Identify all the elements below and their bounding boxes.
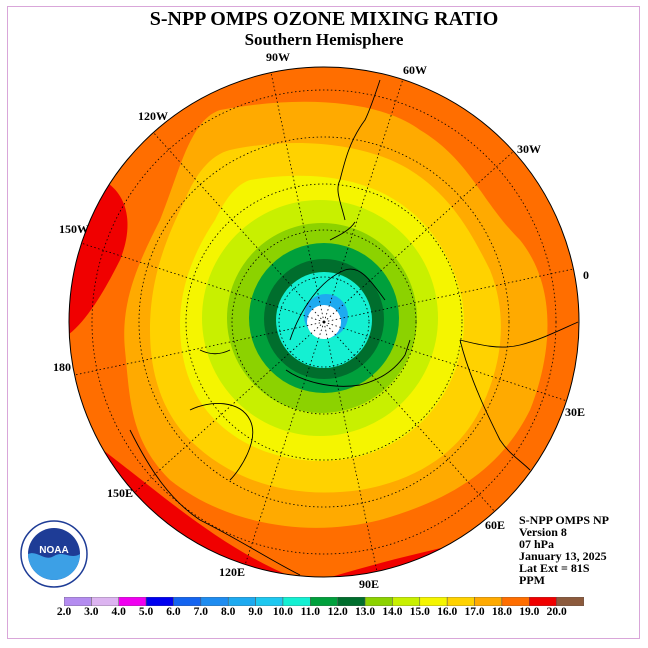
lon-label-0: 0 bbox=[583, 268, 589, 282]
colorbar-swatch bbox=[474, 597, 503, 606]
colorbar-swatch bbox=[64, 597, 92, 606]
map-subtitle: Southern Hemisphere bbox=[244, 30, 404, 49]
colorbar-tick-label: 12.0 bbox=[327, 606, 348, 618]
colorbar-swatch bbox=[392, 597, 421, 606]
map-title: S-NPP OMPS OZONE MIXING RATIO bbox=[149, 8, 499, 30]
meridian-line bbox=[130, 321, 325, 497]
lon-label-120w: 120W bbox=[138, 109, 168, 123]
colorbar-tick-label: 20.0 bbox=[546, 606, 567, 618]
colorbar-ticks: 2.0 3.0 4.0 5.0 6.0 7.0 8.0 9.0 10.0 11.0 12.0 13.0… bbox=[0, 606, 648, 620]
meridians bbox=[69, 67, 579, 577]
colorbar-swatch bbox=[364, 597, 393, 606]
colorbar-tick-label: 11.0 bbox=[300, 606, 321, 618]
info-instrument: S-NPP OMPS NP bbox=[519, 513, 609, 527]
meridian-line bbox=[323, 74, 405, 323]
colorbar-swatch bbox=[200, 597, 229, 606]
colorbar-swatch bbox=[310, 597, 338, 606]
colorbar-tick-label: 10.0 bbox=[272, 606, 293, 618]
info-date: January 13, 2025 bbox=[519, 549, 607, 563]
lon-label-60w: 60W bbox=[403, 63, 427, 77]
lon-label-180: 180 bbox=[53, 360, 71, 374]
colorbar-tick-label: 4.0 bbox=[111, 606, 126, 618]
colorbar-tick-label: 17.0 bbox=[464, 606, 485, 618]
colorbar-tick-label: 14.0 bbox=[382, 606, 403, 618]
meridian-line bbox=[323, 321, 379, 577]
colorbar-swatch bbox=[227, 597, 256, 606]
graticule bbox=[91, 89, 557, 555]
info-pressure: 07 hPa bbox=[519, 537, 555, 551]
colorbar-tick-label: 16.0 bbox=[437, 606, 458, 618]
lon-label-30w: 30W bbox=[517, 142, 541, 156]
meridian-line bbox=[69, 321, 325, 377]
info-lat-extent: Lat Ext = 81S bbox=[519, 561, 590, 575]
colorbar-swatch bbox=[282, 597, 311, 606]
lon-label-30e: 30E bbox=[565, 405, 586, 419]
colorbar-swatch bbox=[529, 597, 557, 606]
lon-label-90e: 90E bbox=[359, 577, 380, 591]
info-version: Version 8 bbox=[519, 525, 567, 539]
colorbar-tick-label: 2.0 bbox=[56, 606, 72, 618]
colorbar-swatch bbox=[91, 597, 119, 606]
meridian-line bbox=[323, 147, 518, 323]
meridian-line bbox=[323, 267, 579, 323]
colorbar bbox=[64, 597, 584, 606]
lon-label-90w: 90W bbox=[266, 50, 290, 64]
colorbar-swatch bbox=[501, 597, 530, 606]
meridian-line bbox=[323, 321, 572, 403]
meridian-line bbox=[76, 241, 325, 323]
colorbar-tick-label: 7.0 bbox=[193, 606, 209, 618]
colorbar-tick-label: 3.0 bbox=[84, 606, 99, 618]
colorbar-swatch bbox=[419, 597, 448, 606]
lon-label-150w: 150W bbox=[59, 222, 89, 236]
meridian-line bbox=[243, 321, 325, 570]
colorbar-tick-label: 19.0 bbox=[519, 606, 540, 618]
colorbar-tick-label: 5.0 bbox=[138, 606, 154, 618]
meridian-line bbox=[269, 67, 325, 323]
info-units: PPM bbox=[519, 573, 545, 587]
lon-label-120e: 120E bbox=[219, 565, 246, 579]
lon-label-60e: 60E bbox=[485, 518, 506, 532]
colorbar-tick-label: 9.0 bbox=[248, 606, 263, 618]
colorbar-tick-label: 18.0 bbox=[491, 606, 512, 618]
coastlines bbox=[129, 79, 579, 576]
meridian-line bbox=[323, 321, 499, 516]
colorbar-tick-label: 8.0 bbox=[221, 606, 236, 618]
colorbar-tick-label: 6.0 bbox=[166, 606, 181, 618]
figure-frame bbox=[7, 6, 640, 639]
colorbar-swatch bbox=[556, 597, 584, 606]
colorbar-swatch bbox=[173, 597, 202, 606]
map-boundary bbox=[68, 66, 580, 578]
info-block: S-NPP OMPS NP Version 8 07 hPa January 1… bbox=[519, 514, 609, 586]
colorbar-swatch bbox=[446, 597, 475, 606]
meridian-line bbox=[149, 128, 325, 323]
colorbar-swatch bbox=[337, 597, 366, 606]
lon-label-150e: 150E bbox=[107, 486, 134, 500]
colorbar-swatch bbox=[118, 597, 147, 606]
noaa-logo-text: NOAA bbox=[39, 545, 68, 556]
colorbar-tick-label: 13.0 bbox=[354, 606, 376, 618]
noaa-logo: NOAA bbox=[20, 520, 88, 588]
colorbar-tick-label: 15.0 bbox=[409, 606, 430, 618]
colorbar-swatch bbox=[255, 597, 284, 606]
colorbar-swatch bbox=[145, 597, 174, 606]
